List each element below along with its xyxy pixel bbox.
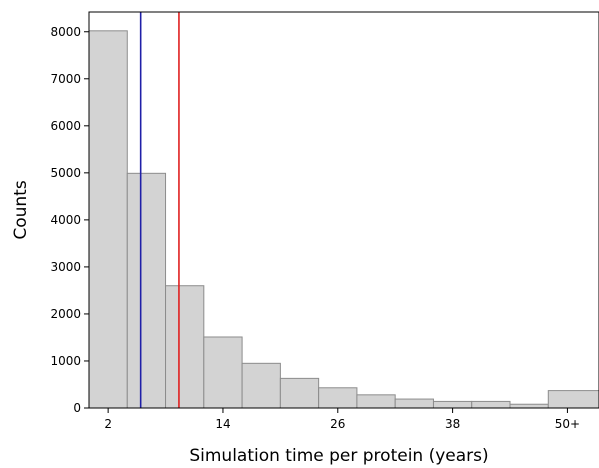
y-axis-label: Counts — [11, 180, 31, 239]
x-tick-label-4: 50+ — [555, 417, 580, 431]
x-axis-label: Simulation time per protein (years) — [189, 446, 488, 466]
histogram-bar-5 — [279, 377, 320, 409]
histogram-bar-2 — [165, 285, 205, 409]
x-axis-ticks: 2 14 26 38 50+ — [104, 408, 580, 431]
y-axis-ticks: 0 1000 2000 3000 4000 5000 6000 7000 8000 — [50, 25, 89, 415]
histogram-bar-9 — [432, 400, 473, 409]
x-tick-label-1: 14 — [215, 417, 230, 431]
x-tick-label-3: 38 — [445, 417, 460, 431]
x-tick-label-2: 26 — [330, 417, 345, 431]
histogram-bar-12 — [547, 390, 599, 409]
plot-frame — [88, 11, 599, 409]
y-tick-label-8: 8000 — [50, 25, 81, 39]
histogram-bar-4 — [241, 362, 281, 409]
y-tick-label-1: 1000 — [50, 354, 81, 368]
y-tick-label-0: 0 — [73, 401, 81, 415]
y-tick-label-5: 5000 — [50, 166, 81, 180]
histogram-bar-11 — [509, 403, 549, 409]
histogram-bar-10 — [471, 400, 511, 409]
histogram-bar-0 — [88, 30, 128, 409]
x-tick-label-0: 2 — [104, 417, 112, 431]
y-tick-label-3: 3000 — [50, 260, 81, 274]
histogram-bar-8 — [394, 398, 434, 409]
y-tick-label-2: 2000 — [50, 307, 81, 321]
y-tick-label-4: 4000 — [50, 213, 81, 227]
y-tick-label-7: 7000 — [50, 72, 81, 86]
histogram-bar-7 — [356, 394, 396, 409]
bars-layer — [88, 30, 599, 409]
histogram-bar-1 — [126, 172, 167, 409]
reference-lines-layer — [139, 12, 180, 408]
histogram-bar-6 — [318, 387, 358, 409]
y-tick-label-6: 6000 — [50, 119, 81, 133]
histogram-bar-3 — [203, 336, 243, 409]
